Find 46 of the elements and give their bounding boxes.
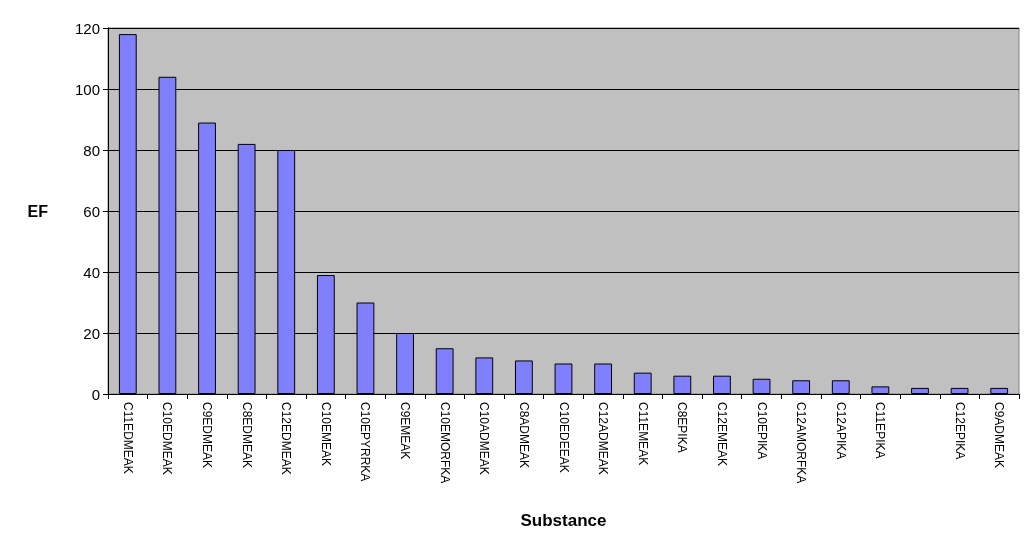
x-tick-label: C8EDMEAK <box>239 402 254 469</box>
x-tick-label: C10EDEEAK <box>556 402 571 473</box>
x-tick-label: C10EMEAK <box>318 402 333 467</box>
x-axis-title: Substance <box>520 511 607 530</box>
x-tick-label: C12APIKA <box>833 402 848 460</box>
x-tick-label: C10ADMEAK <box>477 402 492 475</box>
bar <box>594 363 613 394</box>
y-tick-label: 100 <box>74 80 100 98</box>
bar <box>911 387 929 394</box>
x-tick-label: C8EPIKA <box>675 402 690 453</box>
x-tick-label: C10EMORFKA <box>437 402 452 484</box>
bar <box>514 360 533 394</box>
y-tick-label: 0 <box>91 385 100 403</box>
bar <box>950 387 969 394</box>
bar <box>831 380 850 394</box>
y-tick-label: 60 <box>83 202 100 220</box>
x-tick-label: C11EDMEAK <box>120 402 135 474</box>
bar <box>792 380 811 394</box>
x-tick-label: C10EPYRRKA <box>358 402 373 482</box>
bar <box>475 357 494 394</box>
x-tick-label: C8ADMEAK <box>516 402 531 469</box>
x-tick-label: C12EPIKA <box>952 402 967 460</box>
x-tick-label: C12EDMEAK <box>279 402 294 475</box>
bar <box>673 375 692 394</box>
x-tick-label: C12EMEAK <box>714 402 729 467</box>
y-axis-title: EF <box>27 202 49 220</box>
y-tick-label: 20 <box>83 324 100 342</box>
bar <box>752 378 771 394</box>
bar <box>554 363 573 394</box>
x-tick-label: C12AMORFKA <box>794 402 809 484</box>
bar <box>633 372 652 394</box>
bar <box>713 375 731 394</box>
x-tick-label: C10EDMEAK <box>160 402 175 475</box>
x-tick-label: C9EDMEAK <box>200 402 215 469</box>
x-tick-label: C10EPIKA <box>754 402 769 460</box>
bar <box>871 386 890 394</box>
y-tick-label: 120 <box>74 19 100 37</box>
bar <box>990 387 1009 394</box>
bar <box>435 348 454 394</box>
x-tick-label: C11EPIKA <box>873 402 888 459</box>
x-tick-label: C9EMEAK <box>398 402 413 460</box>
x-tick-label: C9ADMEAK <box>992 402 1007 469</box>
x-tick-label: C11EMEAK <box>635 402 650 466</box>
x-tick-label: C12ADMEAK <box>596 402 611 475</box>
y-tick-label: 80 <box>83 141 100 159</box>
y-tick-label: 40 <box>83 263 100 281</box>
